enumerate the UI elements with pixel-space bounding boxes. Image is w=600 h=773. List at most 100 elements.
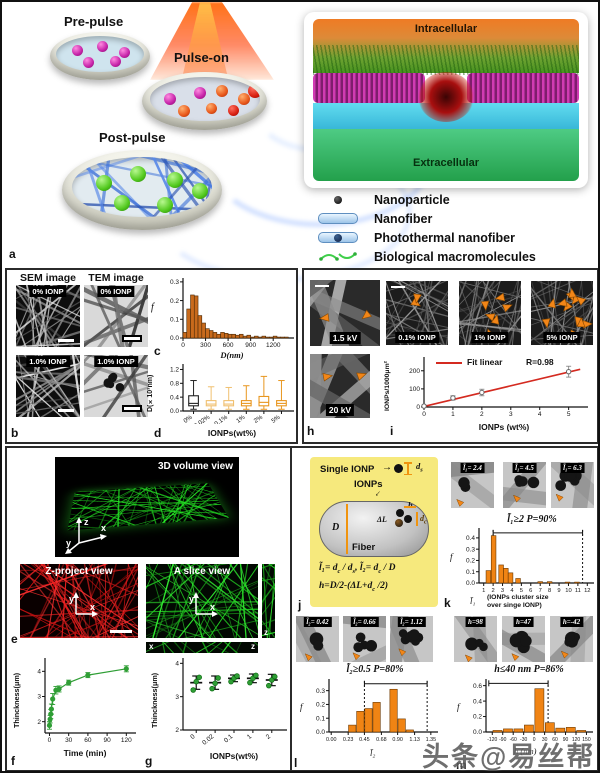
l-ylabel: f (300, 702, 303, 712)
svg-text:6: 6 (529, 588, 532, 594)
l-xlabel: l̃₂ (370, 748, 376, 758)
svg-text:11: 11 (575, 588, 581, 594)
i-legend-fit: Fit linear (467, 357, 503, 367)
svg-text:300: 300 (200, 342, 211, 349)
svg-text:1: 1 (451, 411, 455, 418)
sem-header: SEM image (19, 272, 77, 284)
g-xlabel: IONPs(wt%) (209, 751, 259, 761)
legend-item-nanoparticle: Nanoparticle (302, 190, 590, 209)
panel-letter-h: h (307, 424, 315, 438)
axis-z-label: z (264, 628, 268, 637)
svg-text:2: 2 (480, 411, 484, 418)
diameter-boxplot: 0.0 0.4 0.8 1.2 0% 0.02% 0.1% 1% 2% 5% (159, 362, 297, 430)
pulse-on-label: Pulse-on (174, 50, 229, 65)
svg-text:5: 5 (520, 588, 523, 594)
panel-letter-f: f (11, 754, 15, 768)
tem-inset-l2: l̃₂= 0.66 (343, 616, 386, 662)
slice-view-image: A slice view y x (146, 564, 258, 638)
svg-text:0.1: 0.1 (466, 569, 475, 576)
svg-text:0.3: 0.3 (316, 688, 325, 695)
panel-letter-k: k (444, 596, 451, 610)
svg-text:0: 0 (189, 733, 197, 741)
image-label: 5% IONP (543, 332, 581, 343)
panel-letter-b: b (11, 426, 19, 440)
watermark: 头条@易丝帮 (422, 742, 596, 772)
svg-text:x: x (101, 523, 106, 533)
svg-text:0.1: 0.1 (223, 733, 235, 744)
pulse-on-dish (142, 72, 267, 130)
tem-inset-k2: l̃₁= 4.5 (503, 462, 546, 508)
svg-text:0.4: 0.4 (473, 698, 482, 705)
svg-text:0.02%: 0.02% (193, 414, 212, 424)
svg-text:0.0: 0.0 (170, 408, 179, 415)
sem-image-1-ionp-h: 1% IONP (459, 281, 521, 345)
m-ylabel: f (457, 702, 460, 712)
m-xlabel: h (nm) (514, 746, 537, 756)
ds-label: ds (416, 461, 423, 474)
view3d-label: 3D volume view (157, 461, 233, 472)
dish-fluid (56, 36, 144, 73)
i-ylabel: IONPs/1000μm² (384, 361, 391, 411)
svg-text:2: 2 (37, 719, 41, 726)
panel-bcd-box: SEM image TEM image 0% IONP 0% IONP 1.0%… (5, 268, 298, 444)
svg-text:9: 9 (557, 588, 560, 594)
svg-text:y: y (189, 594, 194, 604)
svg-text:900: 900 (245, 342, 256, 349)
svg-text:8: 8 (548, 588, 551, 594)
svg-text:1.35: 1.35 (426, 737, 437, 743)
image-label: 1.5 kV (329, 332, 361, 344)
slice-bottom-strip: x z (146, 640, 258, 653)
sem-image-5-ionp: 5% IONP (531, 281, 593, 345)
svg-text:60: 60 (552, 737, 558, 743)
svg-text:0.02: 0.02 (201, 733, 215, 746)
svg-text:z: z (84, 517, 89, 527)
inset-label: l̃₂= 0.42 (303, 617, 332, 627)
k-ylabel: f (450, 552, 453, 562)
panel-letter-d: d (154, 426, 162, 440)
image-label: 20 kV (325, 404, 355, 416)
svg-text:0: 0 (422, 411, 426, 418)
formula-line2: h=D/2-(ΔL+dc /2) (319, 581, 389, 593)
svg-text:3: 3 (509, 411, 513, 418)
svg-text:4: 4 (175, 661, 179, 668)
pre-pulse-label: Pre-pulse (64, 14, 124, 29)
zproject-view-image: Z-project view y x (20, 564, 138, 638)
panel-letter-m: m (456, 758, 467, 772)
svg-text:0.4: 0.4 (466, 535, 475, 542)
svg-text:90: 90 (103, 737, 111, 744)
svg-text:0.3: 0.3 (466, 546, 475, 553)
svg-text:0.3: 0.3 (170, 279, 179, 286)
svg-text:5%: 5% (270, 414, 282, 424)
svg-text:-30: -30 (520, 737, 527, 743)
svg-text:0.45: 0.45 (359, 737, 370, 743)
fiber-d-label: D (332, 522, 340, 533)
svg-text:200: 200 (409, 368, 420, 375)
embed-depth-histogram: 0.0 0.2 0.4 0.6 -120 -90 -60 -30 0 30 60 90 120 150 (466, 677, 596, 743)
f-xlabel: Time (min) (63, 748, 107, 758)
i-xlabel: IONPs (wt%) (478, 422, 530, 432)
svg-text:1.13: 1.13 (409, 737, 420, 743)
panel-letter-a: a (9, 247, 16, 261)
svg-text:0.2: 0.2 (466, 558, 475, 565)
svg-text:0.6: 0.6 (473, 683, 482, 690)
k-xlabel-main: l̃₁ (470, 596, 476, 606)
axis-z-label: z (251, 642, 255, 651)
d-xlabel: IONPs(wt%) (207, 428, 257, 438)
thickness-time-chart: 2 3 4 0 30 60 90 120 (25, 654, 141, 746)
fiber-capsule: D Fiber ΔL h dc (319, 500, 429, 557)
sem-image-1-ionp: 1.0% IONP (16, 355, 80, 417)
k-xlabel-note2: over singe IONP) (487, 602, 542, 609)
tem-inset-k1: l̃₁= 2.4 (451, 462, 494, 508)
panel-letter-c: c (154, 344, 161, 358)
svg-text:120: 120 (121, 737, 132, 744)
svg-text:0.2: 0.2 (316, 702, 325, 709)
thickness-ionp-chart: 2 3 4 0 0.02 0.1 1 2 (163, 654, 293, 747)
k-xlabel-note1: (IONPs cluster size (487, 594, 549, 601)
image-label: 1.0% IONP (94, 356, 138, 367)
svg-text:2: 2 (492, 588, 495, 594)
panel-letter-l: l (294, 756, 298, 770)
svg-text:0.0: 0.0 (316, 729, 325, 736)
formula-line1: l̃₁= dc / ds, l̃₂= dc / D (319, 563, 396, 575)
svg-text:100: 100 (409, 386, 420, 393)
dish-fluid (71, 157, 213, 218)
